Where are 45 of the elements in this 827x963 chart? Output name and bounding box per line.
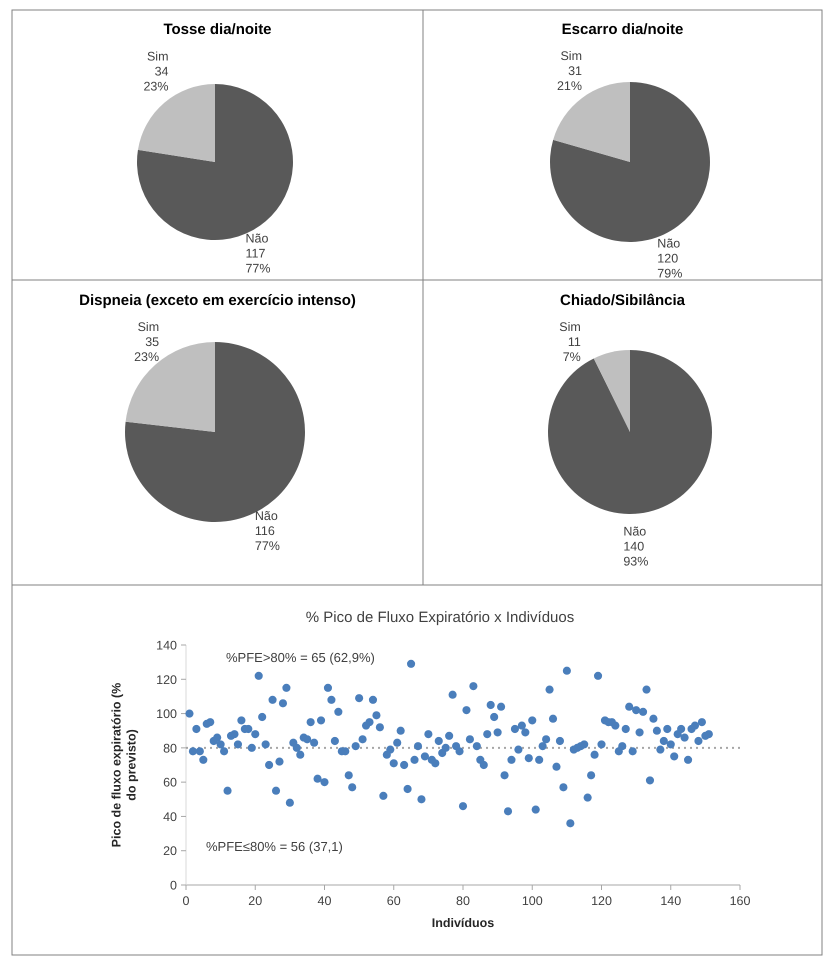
y-tick-label: 120 [156, 672, 178, 687]
data-label: 31 21% [556, 64, 582, 93]
chart-title: Dispneia (exceto em exercício intenso) [79, 292, 356, 309]
x-tick-label: 0 [182, 894, 190, 908]
data-label: 35 23% [134, 335, 160, 364]
data-label: 116 77% [254, 524, 280, 554]
x-tick-label: 100 [522, 894, 543, 908]
y-tick-label: 100 [156, 707, 178, 722]
pie-slice [553, 82, 630, 162]
chart-title: % Pico de Fluxo Expiratório x Indivíduos [306, 609, 574, 626]
data-label: 34 23% [143, 64, 169, 94]
x-tick-label: 60 [386, 894, 401, 908]
y-axis-title: Pico de fluxo expiratório (% do previsto) [110, 682, 138, 848]
y-tick-label: 20 [163, 844, 178, 858]
data-label: 11 7% [562, 335, 581, 364]
annotation: %PFE≤80% = 56 (37,1) [206, 839, 343, 854]
y-tick-label: 80 [163, 741, 178, 756]
chart-title: Chiado/Sibilância [560, 292, 686, 309]
y-tick-label: 60 [163, 776, 178, 790]
data-label: 120 79% [657, 252, 682, 281]
slice-label: Não [254, 509, 278, 524]
slice-label: Não [245, 231, 268, 246]
data-label: 117 77% [245, 246, 271, 276]
x-axis-title: Indivíduos [432, 916, 494, 930]
x-tick-label: 20 [248, 894, 262, 908]
chart-title: Tosse dia/noite [163, 21, 272, 38]
x-tick-label: 120 [591, 894, 612, 908]
x-tick-label: 80 [456, 894, 470, 908]
chart-title: Escarro dia/noite [562, 21, 684, 38]
pie-slice [548, 350, 712, 514]
slice-label: Sim [560, 49, 582, 63]
x-tick-label: 40 [318, 894, 332, 908]
y-tick-label: 0 [170, 878, 178, 892]
slice-label: Não [623, 524, 646, 539]
x-tick-label: 160 [730, 894, 750, 908]
pie-slice [594, 350, 630, 432]
slice-label: Sim [146, 50, 169, 64]
slice-label: Sim [138, 320, 160, 334]
x-tick-label: 140 [660, 894, 682, 908]
annotation: %PFE>80% = 65 (62,9%) [226, 650, 375, 665]
y-tick-label: 40 [163, 810, 178, 824]
slice-label: Não [657, 236, 680, 251]
slice-label: Sim [559, 320, 581, 334]
y-tick-label: 140 [156, 638, 178, 652]
data-label: 140 93% [623, 540, 648, 569]
